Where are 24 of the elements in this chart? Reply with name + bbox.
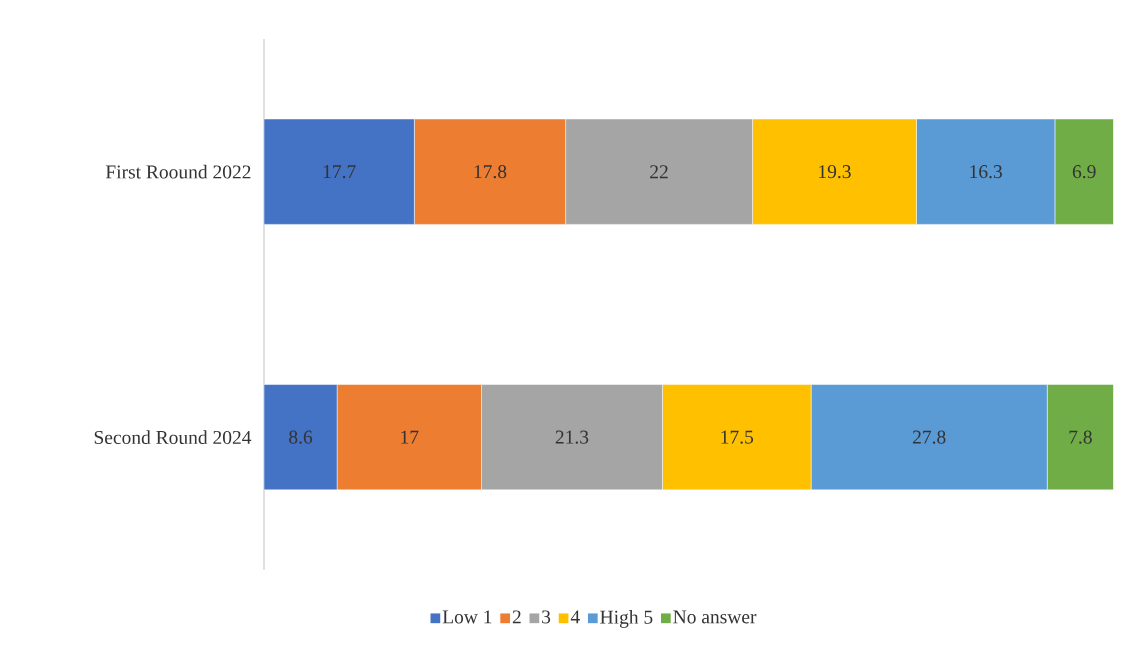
data-label: 17.7 xyxy=(323,165,356,179)
data-label: 17.5 xyxy=(721,430,754,444)
legend-label: 4 xyxy=(570,610,580,624)
data-label: 22 xyxy=(650,165,668,179)
data-label: 19.3 xyxy=(819,165,851,179)
bar xyxy=(264,118,415,225)
data-label: 7.8 xyxy=(1069,430,1092,444)
data-label: 17 xyxy=(401,430,419,444)
legend-label: 2 xyxy=(512,610,521,624)
bar xyxy=(264,384,338,491)
bar xyxy=(1054,118,1114,225)
legend-label: 3 xyxy=(542,610,551,624)
data-label: 16.3 xyxy=(970,165,1002,179)
data-label: 8.6 xyxy=(289,430,313,444)
data-label: 6.9 xyxy=(1072,165,1096,179)
legend-label: No answer xyxy=(673,610,757,624)
y-tick-label: First Roound 2022 xyxy=(105,164,251,179)
legend-label: High 5 xyxy=(600,610,653,628)
data-label: 17.8 xyxy=(474,165,507,179)
data-label: 27.8 xyxy=(912,430,946,444)
data-label: 21.3 xyxy=(555,430,589,444)
bar xyxy=(1047,384,1114,491)
legend-label: Low 1 xyxy=(442,610,492,624)
y-tick-label: Second Round 2024 xyxy=(94,430,252,445)
